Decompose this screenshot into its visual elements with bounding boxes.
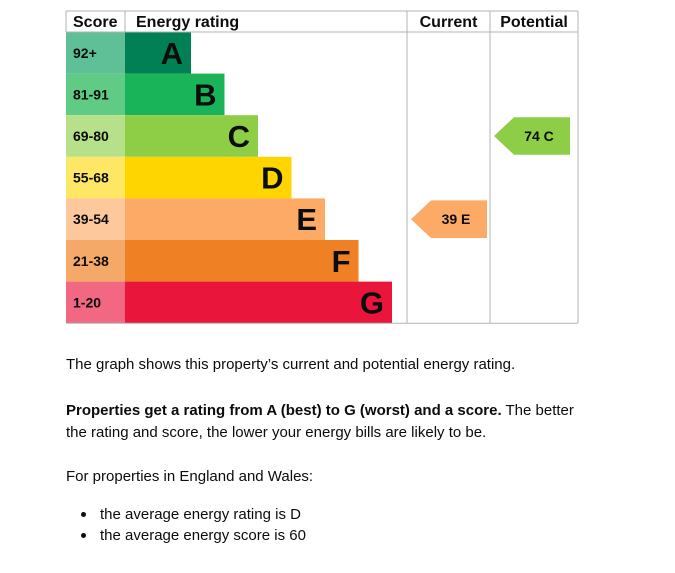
header-current: Current <box>420 14 478 31</box>
average-list: the average energy rating is D the avera… <box>66 504 306 546</box>
rating-explanation-bold: Properties get a rating from A (best) to… <box>66 402 502 419</box>
band-letter-c: C <box>228 119 250 154</box>
band-bar-c <box>125 115 258 157</box>
band-bar-f <box>125 240 359 282</box>
band-letter-f: F <box>332 244 351 279</box>
region-intro: For properties in England and Wales: <box>66 468 314 485</box>
header-potential: Potential <box>500 14 568 31</box>
band-letter-e: E <box>296 202 317 237</box>
band-bar-d <box>125 156 292 199</box>
potential-rating-arrow <box>494 117 570 155</box>
band-letter-a: A <box>161 36 183 71</box>
score-label-b: 81-91 <box>73 86 109 102</box>
score-cell-a <box>66 32 125 74</box>
average-score-item: the average energy score is 60 <box>66 525 306 546</box>
potential-rating-label: 74 C <box>524 128 554 144</box>
band-letter-d: D <box>261 161 283 196</box>
score-cell-d <box>66 156 125 199</box>
score-label-d: 55-68 <box>73 170 109 186</box>
band-bar-b <box>125 73 225 116</box>
score-cell-c <box>66 115 125 157</box>
header-energy-rating: Energy rating <box>136 14 239 31</box>
current-rating-label: 39 E <box>442 211 471 227</box>
score-label-a: 92+ <box>73 45 97 61</box>
score-label-e: 39-54 <box>73 211 109 227</box>
rating-explanation: Properties get a rating from A (best) to… <box>66 400 596 444</box>
band-letter-b: B <box>194 77 216 112</box>
score-label-f: 21-38 <box>73 253 109 269</box>
current-rating-arrow <box>411 200 487 238</box>
score-label-g: 1-20 <box>73 294 101 310</box>
score-cell-b <box>66 73 125 116</box>
score-cell-f <box>66 240 125 282</box>
rating-explanation-rest: The better the rating and score, the low… <box>66 402 574 441</box>
score-cell-e <box>66 198 125 240</box>
chart-description: The graph shows this property’s current … <box>66 356 516 373</box>
epc-rating-chart: 92+ A 81-91 B 69-80 C 55-68 D 39-54 E 21-38 F 1-20 G S… <box>65 10 579 324</box>
band-bar-g <box>125 281 392 324</box>
band-bar-a <box>125 32 191 74</box>
band-bar-e <box>125 198 325 240</box>
score-cell-g <box>66 281 125 324</box>
header-score: Score <box>73 14 118 31</box>
average-rating-item: the average energy rating is D <box>66 504 306 525</box>
score-label-c: 69-80 <box>73 128 109 144</box>
band-letter-g: G <box>360 285 384 320</box>
